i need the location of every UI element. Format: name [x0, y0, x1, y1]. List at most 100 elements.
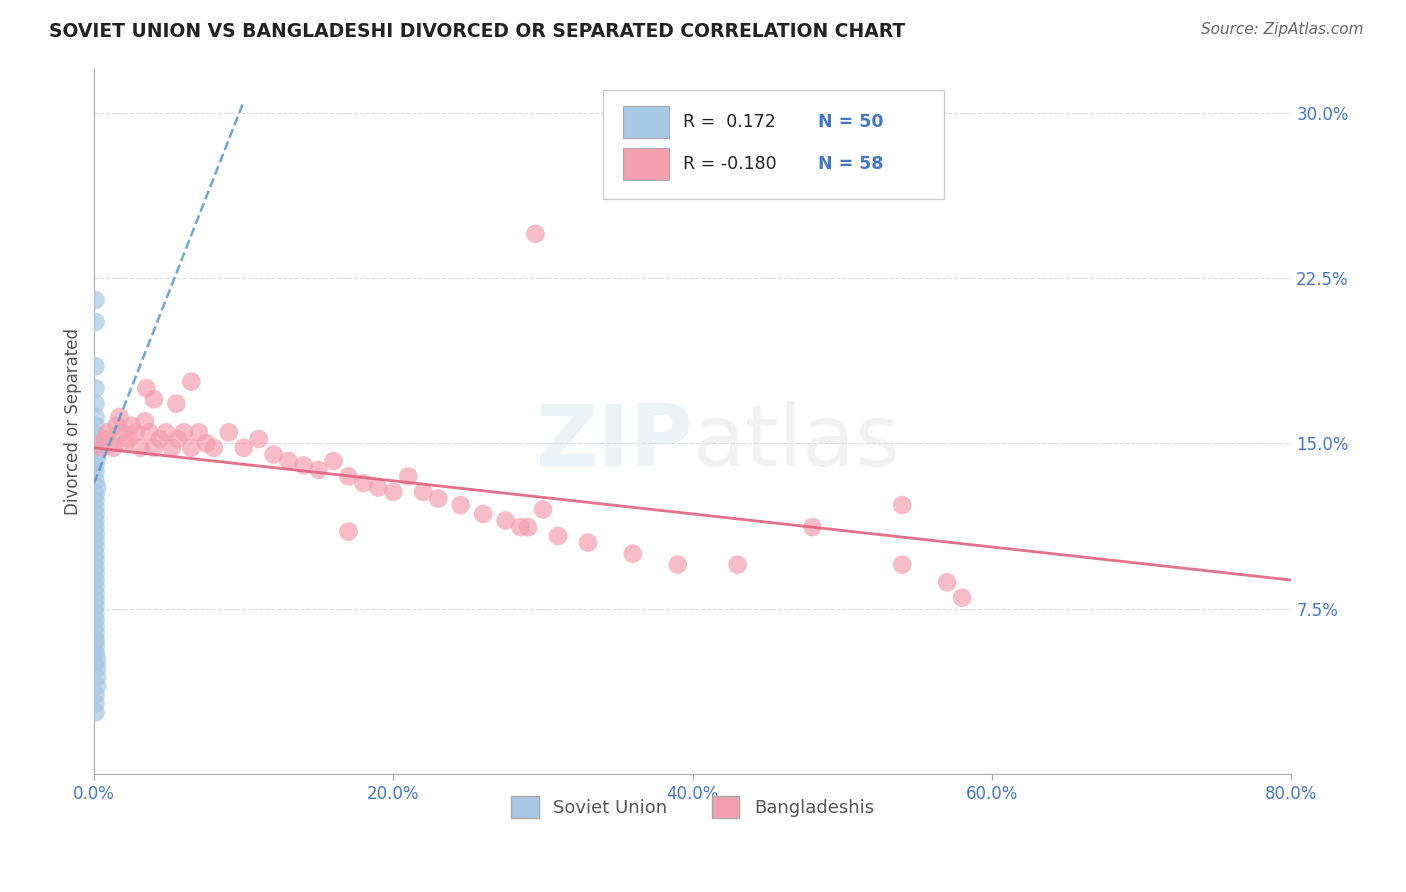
Point: [134, 414, 156, 428]
Point: [84, 613, 107, 627]
Text: Source: ZipAtlas.com: Source: ZipAtlas.com: [1201, 22, 1364, 37]
Point: [495, 514, 517, 528]
Point: [472, 507, 495, 521]
Point: [84, 381, 107, 395]
Point: [322, 454, 344, 468]
Y-axis label: Divorced or Separated: Divorced or Separated: [65, 328, 82, 515]
Point: [450, 498, 472, 512]
Point: [84, 458, 107, 473]
Point: [105, 418, 128, 433]
Point: [86, 652, 108, 666]
Point: [801, 520, 824, 534]
Point: [337, 469, 360, 483]
Point: [218, 425, 240, 440]
Point: [84, 409, 107, 424]
Point: [308, 463, 330, 477]
Point: [84, 580, 107, 594]
Point: [90, 441, 112, 455]
Point: [396, 469, 419, 483]
Point: [84, 646, 107, 660]
Point: [180, 441, 202, 455]
Point: [84, 418, 107, 433]
Point: [84, 573, 107, 587]
Point: [84, 526, 107, 541]
Point: [84, 566, 107, 581]
Point: [84, 626, 107, 640]
FancyBboxPatch shape: [623, 148, 669, 180]
Point: [180, 375, 202, 389]
Point: [84, 697, 107, 711]
Point: [135, 381, 157, 395]
Point: [84, 507, 107, 521]
Point: [84, 688, 107, 702]
Point: [84, 436, 107, 450]
Point: [84, 465, 107, 479]
Point: [84, 514, 107, 528]
FancyBboxPatch shape: [603, 90, 943, 199]
Point: [111, 425, 134, 440]
Point: [292, 458, 315, 473]
Point: [84, 632, 107, 647]
Point: [84, 547, 107, 561]
Point: [86, 679, 108, 693]
Point: [86, 451, 108, 466]
Point: [84, 635, 107, 649]
Point: [427, 491, 450, 506]
Text: N = 58: N = 58: [818, 155, 884, 173]
Point: [84, 533, 107, 548]
Point: [84, 293, 107, 307]
Point: [142, 392, 165, 407]
Point: [84, 559, 107, 574]
Point: [337, 524, 360, 539]
Point: [86, 480, 108, 494]
Point: [84, 427, 107, 442]
Legend: Soviet Union, Bangladeshis: Soviet Union, Bangladeshis: [505, 789, 882, 825]
Point: [108, 409, 131, 424]
Point: [84, 639, 107, 653]
Point: [129, 441, 152, 455]
Point: [160, 441, 183, 455]
Point: [547, 529, 569, 543]
Point: [165, 397, 187, 411]
Point: [84, 540, 107, 554]
Text: N = 50: N = 50: [818, 113, 884, 131]
Point: [621, 547, 644, 561]
Point: [84, 606, 107, 620]
Point: [155, 425, 177, 440]
Point: [277, 454, 299, 468]
Point: [531, 502, 554, 516]
Point: [950, 591, 973, 605]
Text: atlas: atlas: [693, 401, 901, 484]
Point: [84, 599, 107, 614]
Point: [86, 670, 108, 684]
Point: [202, 441, 225, 455]
Point: [117, 432, 139, 446]
Point: [195, 436, 218, 450]
Point: [84, 657, 107, 671]
Point: [891, 498, 914, 512]
Point: [524, 227, 547, 241]
Point: [142, 441, 165, 455]
Point: [84, 442, 107, 457]
Point: [84, 593, 107, 607]
Point: [891, 558, 914, 572]
Text: SOVIET UNION VS BANGLADESHI DIVORCED OR SEPARATED CORRELATION CHART: SOVIET UNION VS BANGLADESHI DIVORCED OR …: [49, 22, 905, 41]
Point: [509, 520, 531, 534]
Point: [84, 619, 107, 633]
Point: [382, 484, 405, 499]
Point: [187, 425, 209, 440]
Point: [84, 646, 107, 660]
Point: [100, 436, 122, 450]
Point: [84, 474, 107, 488]
Point: [84, 359, 107, 374]
Point: [84, 397, 107, 411]
Text: R = -0.180: R = -0.180: [683, 155, 776, 173]
Text: ZIP: ZIP: [534, 401, 693, 484]
Point: [120, 418, 142, 433]
Point: [576, 535, 599, 549]
Point: [412, 484, 434, 499]
Point: [367, 480, 389, 494]
Point: [263, 447, 285, 461]
Point: [103, 441, 125, 455]
Point: [173, 425, 195, 440]
